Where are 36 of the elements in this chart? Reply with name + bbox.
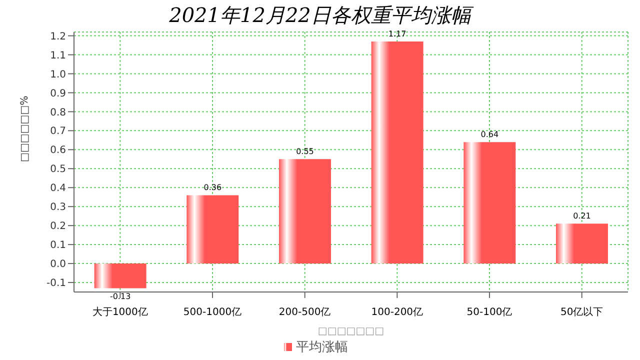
x-tick-label: 500-1000亿 xyxy=(183,307,242,318)
y-axis-title: □□□□□□% xyxy=(20,96,31,162)
bar xyxy=(464,142,516,264)
bar xyxy=(371,41,424,264)
y-tick-label: 0.7 xyxy=(50,126,66,138)
x-tick-label: 50-100亿 xyxy=(466,307,512,318)
y-tick-label: 1.0 xyxy=(50,69,66,80)
x-tick-label: 50亿以下 xyxy=(560,306,604,318)
y-tick-label: 0.2 xyxy=(50,221,66,232)
x-tick-label: 200-500亿 xyxy=(278,307,331,318)
y-tick-label: 0.0 xyxy=(50,259,66,270)
x-tick-label: 100-200亿 xyxy=(371,307,424,318)
bar xyxy=(278,159,331,264)
x-axis-title: □□□□□□□ xyxy=(318,326,384,337)
bar xyxy=(186,195,239,264)
y-tick-label: 0.5 xyxy=(50,164,66,176)
bar xyxy=(94,264,146,288)
data-label: 0.64 xyxy=(480,130,499,140)
y-tick-label: 1.1 xyxy=(50,50,66,62)
data-label: 0.55 xyxy=(296,147,314,156)
y-tick-label: 0.4 xyxy=(50,183,66,194)
y-tick-label: -0.1 xyxy=(46,278,66,290)
bar xyxy=(556,224,608,264)
data-label: 0.36 xyxy=(204,183,222,192)
y-tick-label: 0.8 xyxy=(50,107,66,118)
data-label: 1.17 xyxy=(388,29,406,38)
chart-title: 2021年12月22日各权重平均涨幅 xyxy=(168,2,475,29)
x-tick-label: 大于1000亿 xyxy=(92,306,148,318)
data-label: 0.21 xyxy=(573,212,591,221)
y-tick-label: 0.9 xyxy=(50,88,66,100)
y-tick-label: 1.2 xyxy=(50,31,66,42)
legend-label: 平均涨幅 xyxy=(296,340,348,355)
y-tick-label: 0.3 xyxy=(50,202,66,214)
y-tick-label: 0.6 xyxy=(50,145,66,156)
y-tick-label: 0.1 xyxy=(50,240,66,252)
data-label: -0.13 xyxy=(110,292,131,301)
